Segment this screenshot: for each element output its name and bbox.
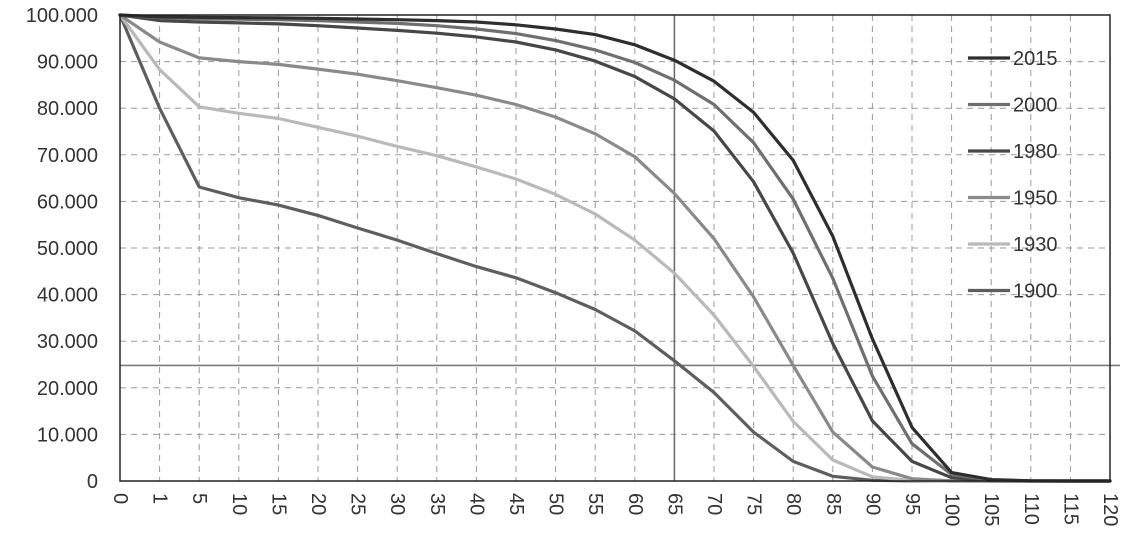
x-tick-label: 90	[861, 493, 883, 515]
legend-label-2015: 2015	[1013, 48, 1058, 70]
y-tick-label: 70.000	[37, 145, 98, 167]
x-axis-tick-labels: 0 1 5 10 15 20 25 30 35 40 45 50 55 60 65 70 75 80 85 90 95 1…	[109, 493, 1121, 526]
y-tick-label: 50.000	[37, 238, 98, 260]
x-tick-label: 80	[782, 493, 804, 515]
x-tick-label: 105	[980, 493, 1002, 526]
x-tick-label: 110	[1020, 493, 1042, 525]
y-tick-label: 10.000	[37, 424, 98, 446]
x-tick-label: 120	[1099, 493, 1121, 526]
x-tick-label: 10	[228, 493, 250, 515]
legend: 2015 2000 1980 1950 1930 1900	[968, 48, 1058, 303]
y-tick-label: 40.000	[37, 285, 98, 307]
y-tick-label: 30.000	[37, 331, 98, 353]
x-tick-label: 1	[149, 493, 171, 504]
series-line-2000	[118, 13, 1112, 483]
x-tick-label: 115	[1059, 493, 1081, 525]
y-tick-label: 0	[87, 471, 98, 493]
x-tick-label: 55	[584, 493, 606, 515]
x-tick-label: 45	[505, 493, 527, 515]
series-line-1980	[118, 13, 1112, 483]
grid-lines	[120, 15, 1110, 481]
series-line-2015	[118, 13, 1112, 483]
x-tick-label: 40	[465, 493, 487, 515]
plot-area-frame	[119, 14, 1111, 482]
x-tick-label: 5	[188, 493, 210, 504]
x-tick-label: 65	[663, 493, 685, 515]
x-tick-label: 25	[347, 493, 369, 515]
x-tick-label: 30	[386, 493, 408, 515]
x-tick-label: 15	[267, 493, 289, 515]
y-tick-label: 60.000	[37, 191, 98, 213]
x-tick-label: 75	[743, 493, 765, 515]
y-tick-label: 80.000	[37, 98, 98, 120]
legend-label-1930: 1930	[1013, 234, 1058, 256]
y-axis-tick-labels: 0 10.000 20.000 30.000 40.000 50.000 60.000 70.…	[26, 5, 98, 493]
x-tick-label: 20	[307, 493, 329, 515]
x-tick-label: 85	[822, 493, 844, 515]
x-tick-label: 70	[703, 493, 725, 515]
y-tick-label: 90.000	[37, 52, 98, 74]
x-tick-label: 100	[941, 493, 963, 526]
x-tick-label: 50	[545, 493, 567, 515]
x-tick-label: 35	[426, 493, 448, 515]
reference-lines	[120, 15, 1120, 481]
x-tick-label: 0	[109, 493, 131, 504]
x-tick-label: 95	[901, 493, 923, 515]
legend-label-2000: 2000	[1013, 95, 1058, 117]
legend-label-1980: 1980	[1013, 141, 1058, 163]
y-tick-label: 100.000	[26, 5, 98, 27]
x-tick-label: 60	[624, 493, 646, 515]
y-tick-label: 20.000	[37, 378, 98, 400]
legend-label-1900: 1900	[1013, 281, 1058, 303]
legend-label-1950: 1950	[1013, 188, 1058, 210]
